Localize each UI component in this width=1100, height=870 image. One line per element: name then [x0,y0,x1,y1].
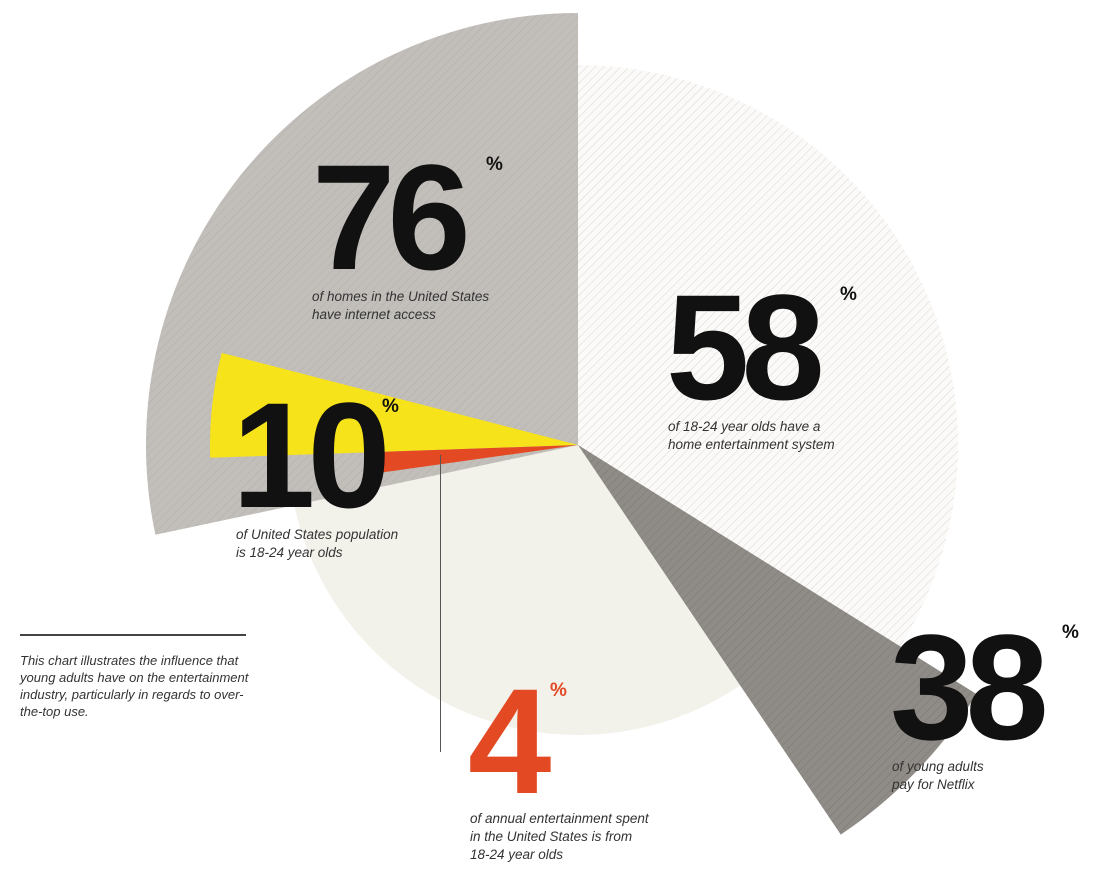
slice-4 [378,445,578,473]
stat-76-percent: % [486,154,503,175]
stat-58-caption: of 18-24 year olds have a home entertain… [668,419,835,452]
stat-38-percent: % [1062,622,1079,643]
stat-58-percent: % [840,284,857,305]
stat-4: 4 % [468,657,567,825]
slice-58 [578,64,959,647]
leader-line [440,455,441,752]
stat-4-caption: of annual entertainment spent in the Uni… [470,811,649,862]
stat-76-caption: of homes in the United States have inter… [312,289,490,322]
stat-38-value: 38 [890,603,1049,771]
slice-38 [578,445,977,835]
stat-4-value: 4 [468,657,551,825]
stat-10-value: 10 [232,371,391,539]
stat-76-value: 76 [312,133,471,301]
slice-10 [209,352,578,458]
stat-10-percent: % [382,396,399,417]
stat-10: 10 % [232,371,399,539]
intro-text: This chart illustrates the influence tha… [20,653,249,719]
intro-rule [20,634,246,636]
stat-38-caption: of young adults pay for Netflix [892,759,984,792]
stat-58-value: 58 [666,263,825,431]
stat-10-caption: of United States population is 18-24 yea… [236,527,399,560]
stat-58: 58 % [666,263,857,431]
stat-76: 76 % [312,133,503,301]
stat-4-percent: % [550,680,567,701]
stat-38: 38 % [890,603,1079,771]
